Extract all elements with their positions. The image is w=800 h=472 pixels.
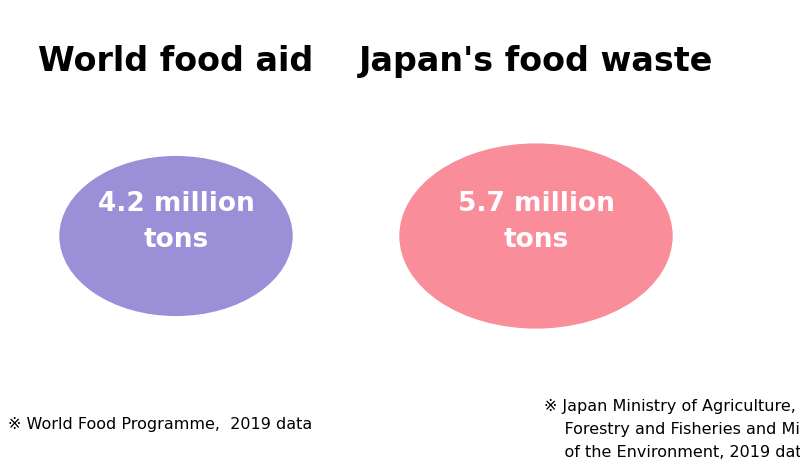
Text: ※ Japan Ministry of Agriculture,
    Forestry and Fisheries and Ministry
    of : ※ Japan Ministry of Agriculture, Forestr… (544, 399, 800, 460)
Text: Japan's food waste: Japan's food waste (359, 45, 713, 78)
Text: World food aid: World food aid (38, 45, 314, 78)
Text: 5.7 million
tons: 5.7 million tons (458, 191, 614, 253)
Ellipse shape (60, 157, 292, 315)
Ellipse shape (400, 144, 672, 328)
Text: ※ World Food Programme,  2019 data: ※ World Food Programme, 2019 data (8, 417, 312, 432)
Text: 4.2 million
tons: 4.2 million tons (98, 191, 254, 253)
